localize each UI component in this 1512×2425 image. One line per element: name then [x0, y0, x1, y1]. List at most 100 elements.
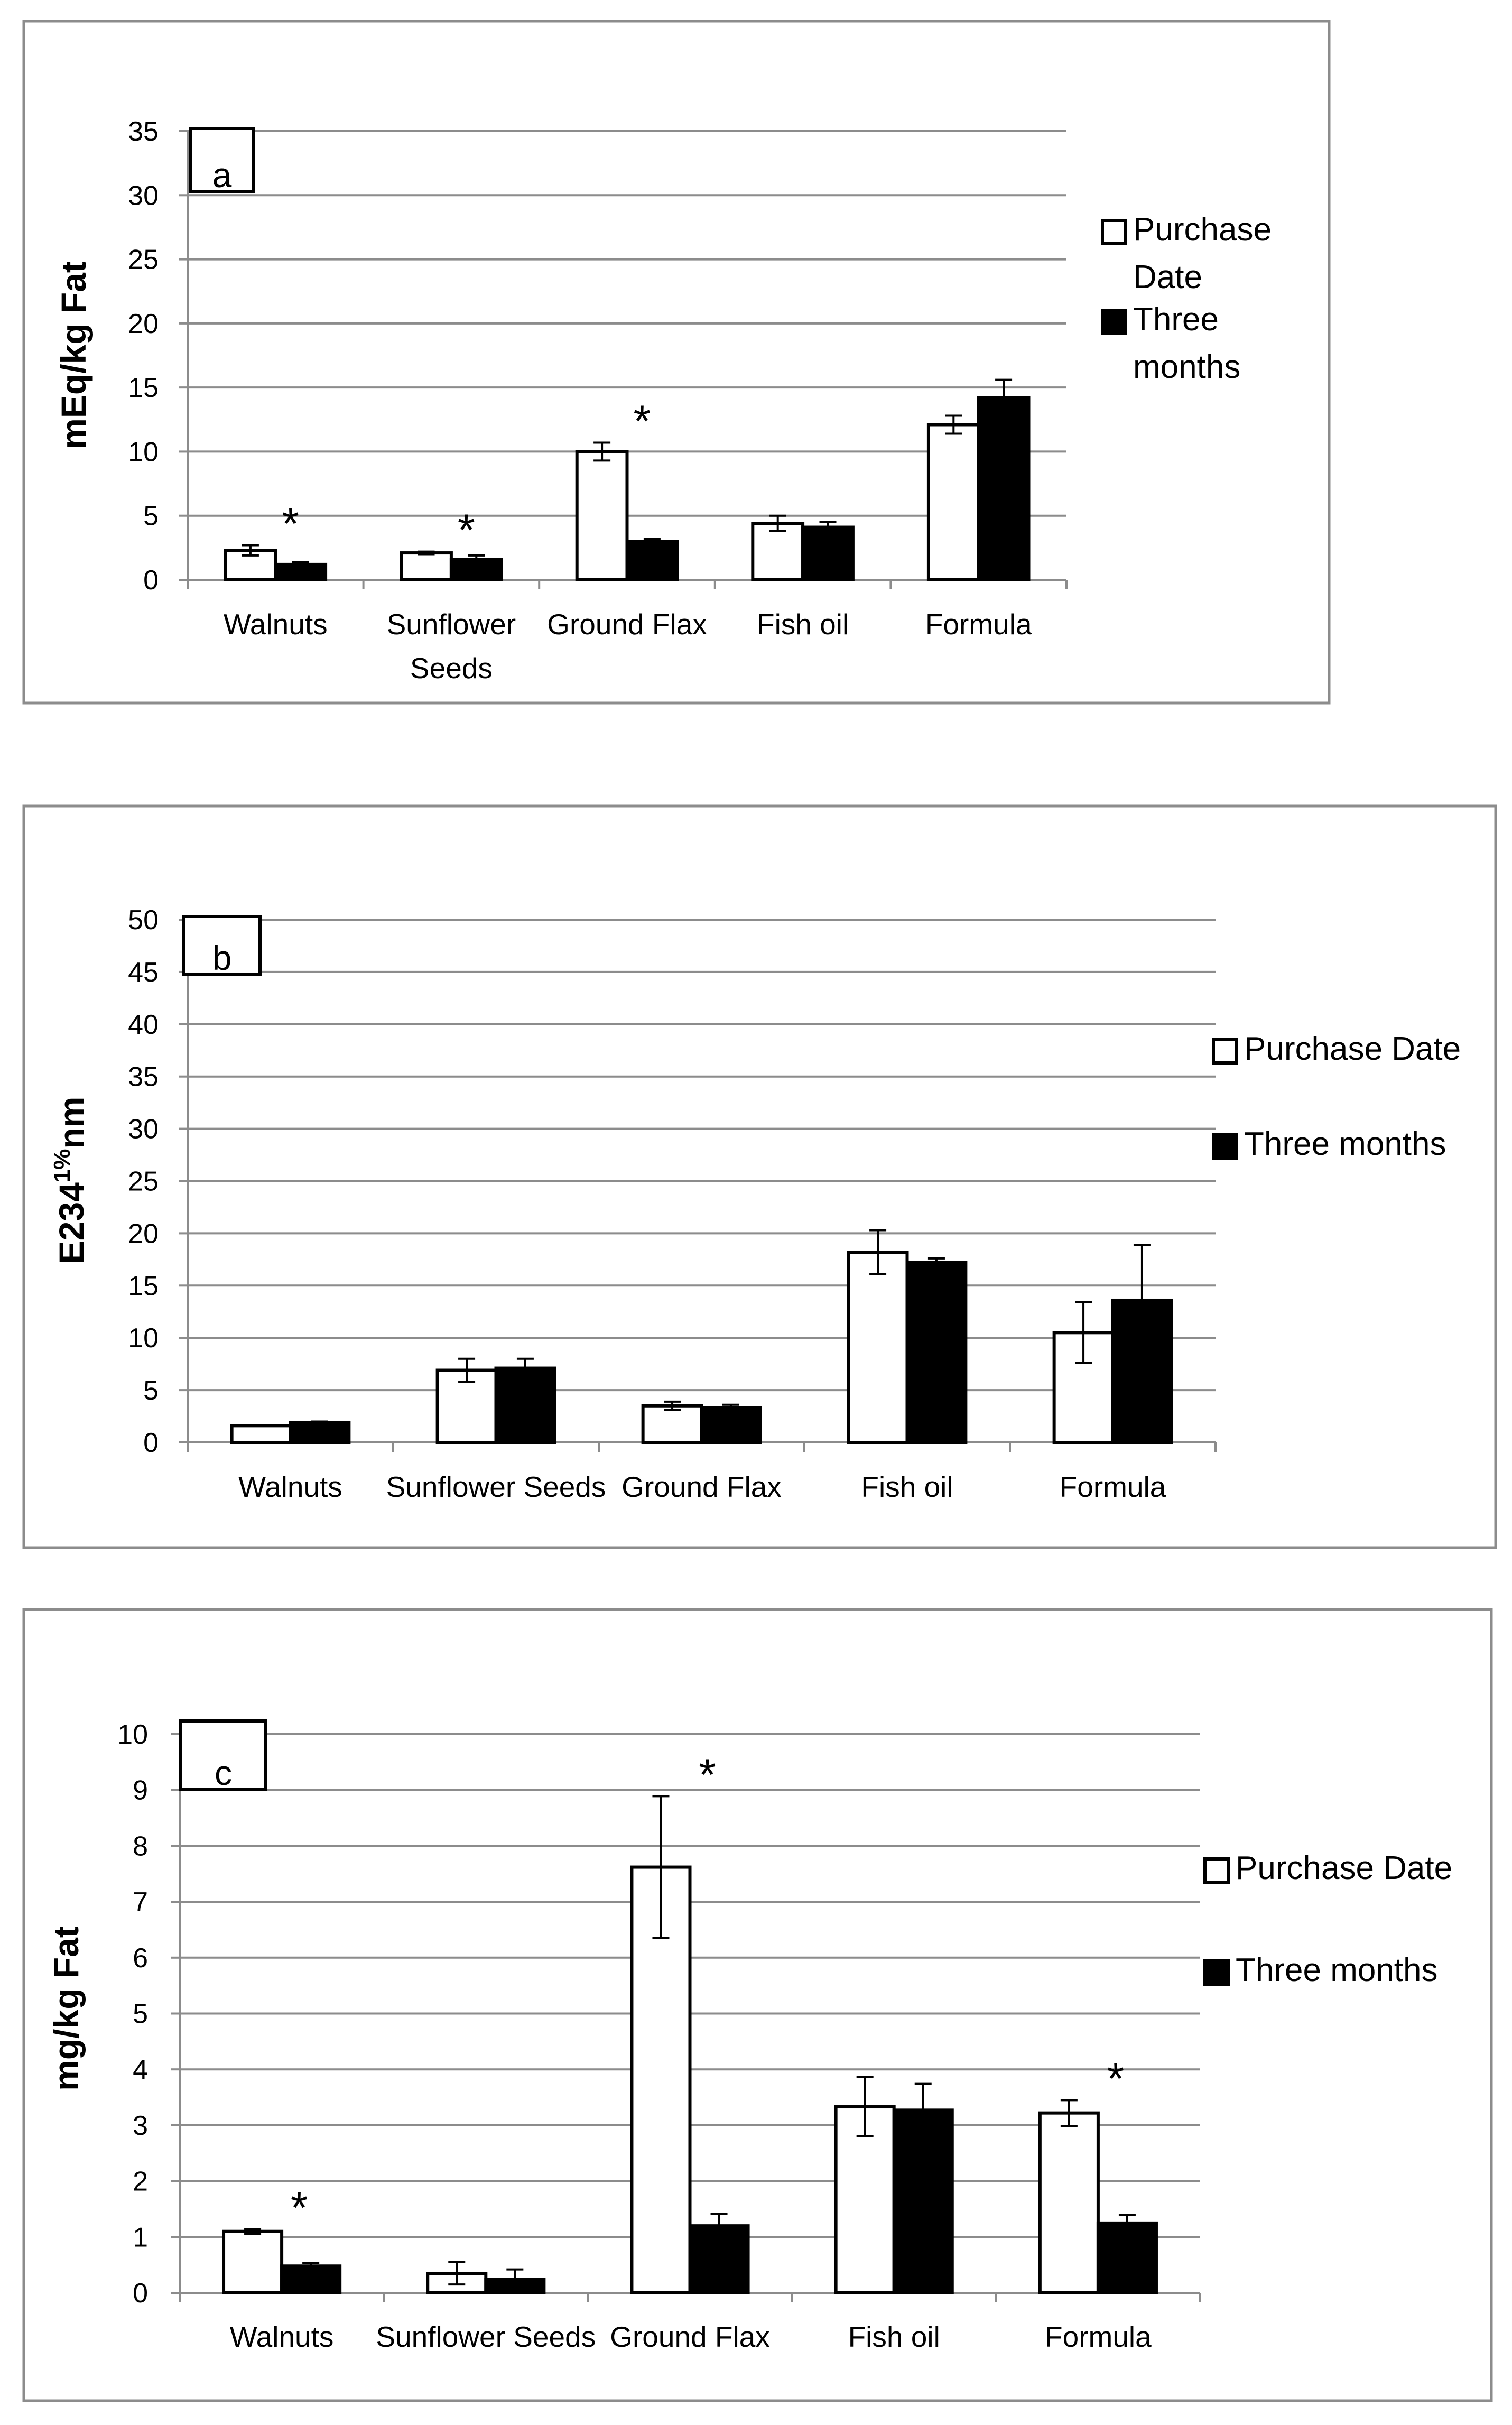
bar-purchase-date [575, 450, 629, 582]
y-tick-label: 2 [133, 2167, 148, 2197]
significance-marker: * [291, 2183, 308, 2233]
y-tick-label: 10 [128, 1323, 159, 1354]
bar-three-months [905, 1261, 968, 1444]
y-tick-label: 50 [128, 905, 159, 936]
y-tick-label: 3 [133, 2111, 148, 2141]
y-tick-label: 0 [133, 2278, 148, 2309]
y-axis-title-text: mg/kg Fat [47, 1926, 86, 2091]
bar-three-months [625, 540, 679, 581]
y-axis-title-suffix: nm [52, 1097, 91, 1149]
category-label: Fish oil [757, 608, 849, 641]
significance-marker: * [282, 499, 299, 549]
y-tick-label: 35 [128, 116, 159, 147]
y-tick-label: 25 [128, 1167, 159, 1197]
y-tick-label: 30 [128, 180, 159, 211]
legend-label-three-months: Three months [1133, 301, 1240, 385]
y-tick-label: 45 [128, 957, 159, 988]
legend-swatch-purchase-date [1101, 219, 1127, 245]
legend-swatch-purchase-date [1203, 1857, 1230, 1884]
y-tick-label: 5 [143, 501, 159, 532]
significance-marker: * [1107, 2053, 1125, 2103]
legend-swatch-three-months [1212, 1133, 1238, 1160]
legend-label-purchase-date: Purchase Date [1244, 1031, 1461, 1067]
bar-purchase-date [1038, 2111, 1100, 2294]
y-tick-label: 30 [128, 1114, 159, 1145]
y-tick-label: 5 [143, 1375, 159, 1406]
y-tick-label: 15 [128, 1271, 159, 1301]
y-axis-title: E2341%nm [49, 1097, 91, 1264]
legend-label-purchase-date: Purchase Date [1133, 211, 1272, 295]
panel-frame [22, 804, 1497, 1549]
bar-purchase-date [222, 2229, 284, 2294]
category-label: Fish oil [848, 2320, 940, 2353]
panel-label-box [179, 1719, 267, 1791]
chart-panel-b: 0 5 10 15 20 25 30 35 40 45 50 Walnuts Sunflower See… [22, 804, 1497, 1549]
category-label: Formula [925, 608, 1032, 641]
legend: Purchase Date Three months [1203, 1850, 1452, 1988]
y-tick-label: 20 [128, 1218, 159, 1249]
significance-marker: * [699, 1750, 716, 1799]
chart-panel-a: 0 5 10 15 20 25 30 35 Walnuts * Sunflower Seeds * Gro… [22, 20, 1331, 705]
panel-frame [22, 20, 1331, 705]
y-tick-label: 35 [128, 1062, 159, 1093]
legend-label-three-months: Three months [1236, 1952, 1438, 1988]
category-label: Fish oil [861, 1470, 953, 1503]
panel-label: a [212, 155, 232, 195]
category-label: Ground Flax [610, 2320, 770, 2353]
category-label: Formula [1045, 2320, 1152, 2353]
panel-frame [22, 1608, 1493, 2402]
category-label: Sunflower Seeds [386, 1470, 606, 1503]
y-tick-label: 9 [133, 1775, 148, 1806]
bar-purchase-date [751, 522, 805, 581]
y-axis-title: mEq/kg Fat [54, 261, 93, 449]
panel-label: b [212, 938, 232, 977]
bar-three-months [280, 2264, 342, 2295]
bar-three-months [700, 1406, 762, 1445]
bar-three-months [977, 396, 1031, 581]
y-tick-label: 40 [128, 1010, 159, 1040]
y-tick-label: 15 [128, 373, 159, 403]
chart-panel-c: 0 1 2 3 4 5 6 7 8 9 10 Walnuts * Sunflower Seeds Groun… [22, 1608, 1493, 2402]
legend-label-three-months: Three months [1244, 1126, 1446, 1162]
bar-purchase-date [847, 1251, 909, 1444]
panel-label-box [182, 915, 262, 976]
panel-label: c [215, 1753, 232, 1792]
y-tick-label: 0 [143, 565, 159, 596]
y-tick-label: 0 [143, 1428, 159, 1458]
legend: Purchase Date Three months [1212, 1031, 1461, 1162]
category-label: Walnuts [224, 608, 328, 641]
category-label: Ground Flax [622, 1470, 782, 1503]
category-label: Sunflower Seeds [376, 2320, 596, 2353]
legend-swatch-three-months [1101, 309, 1127, 335]
bar-purchase-date [926, 423, 980, 581]
y-tick-label: 7 [133, 1887, 148, 1918]
bar-three-months [289, 1421, 351, 1444]
bar-three-months [1096, 2221, 1158, 2294]
category-label: Walnuts [238, 1470, 342, 1503]
bar-three-months [892, 2108, 954, 2295]
legend-label-purchase-date: Purchase Date [1236, 1850, 1452, 1886]
y-tick-label: 10 [117, 1719, 148, 1750]
category-label: Ground Flax [547, 608, 707, 641]
y-tick-label: 6 [133, 1943, 148, 1974]
y-tick-label: 25 [128, 245, 159, 275]
y-tick-label: 20 [128, 309, 159, 339]
y-axis-title-text: mEq/kg Fat [54, 261, 93, 449]
y-tick-label: 10 [128, 437, 159, 467]
y-tick-label: 4 [133, 2054, 148, 2085]
panel-label-box [189, 127, 255, 193]
bar-three-months [494, 1366, 556, 1445]
bar-purchase-date [400, 551, 453, 582]
significance-marker: * [458, 505, 475, 555]
y-tick-label: 1 [133, 2222, 148, 2253]
y-axis-title-superscript: 1% [49, 1149, 75, 1183]
y-axis-title: mg/kg Fat [47, 1926, 86, 2091]
legend-swatch-purchase-date [1212, 1038, 1238, 1065]
category-label: Sunflower Seeds [387, 608, 516, 684]
y-tick-label: 8 [133, 1831, 148, 1862]
bar-three-months [801, 525, 855, 581]
y-axis-title-text: E234 [52, 1182, 91, 1264]
bar-purchase-date [641, 1404, 703, 1445]
